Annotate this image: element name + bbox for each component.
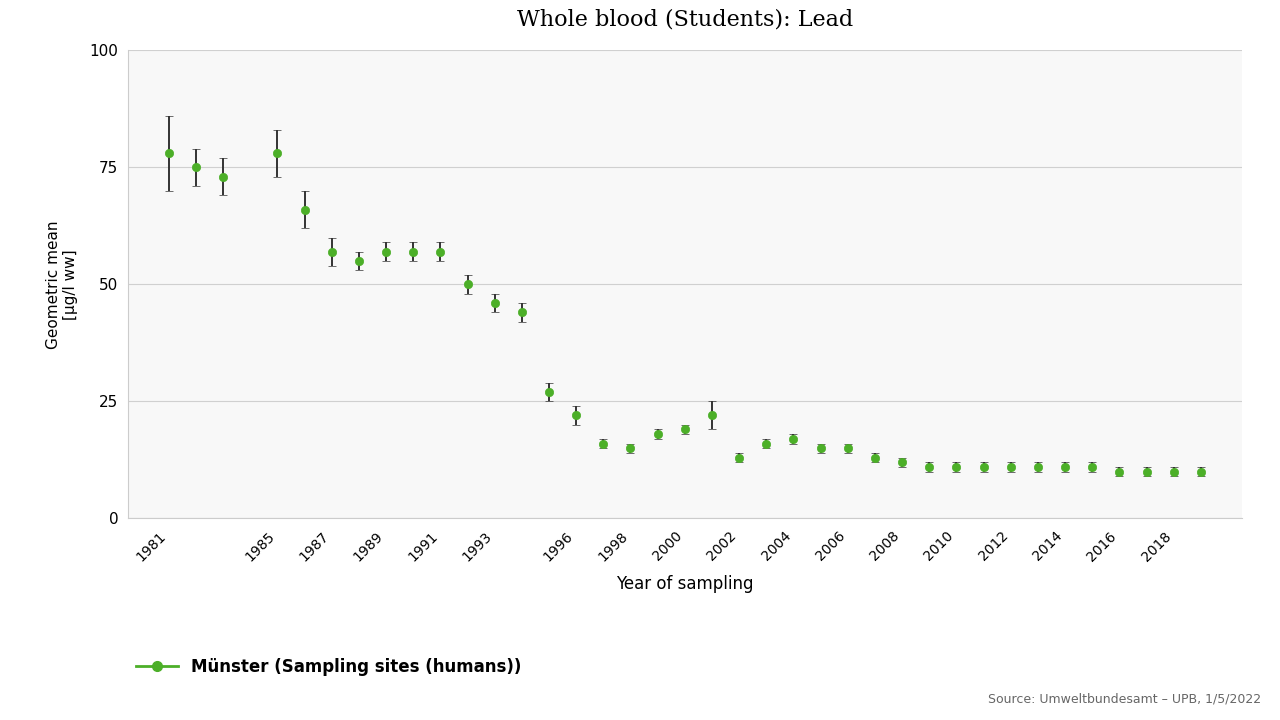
Text: Source: Umweltbundesamt – UPB, 1/5/2022: Source: Umweltbundesamt – UPB, 1/5/2022 [988, 693, 1261, 706]
Legend: Münster (Sampling sites (humans)): Münster (Sampling sites (humans)) [137, 658, 522, 676]
X-axis label: Year of sampling: Year of sampling [616, 575, 754, 593]
Title: Whole blood (Students): Lead: Whole blood (Students): Lead [517, 9, 852, 30]
Y-axis label: Geometric mean
[µg/l ww]: Geometric mean [µg/l ww] [46, 220, 78, 348]
